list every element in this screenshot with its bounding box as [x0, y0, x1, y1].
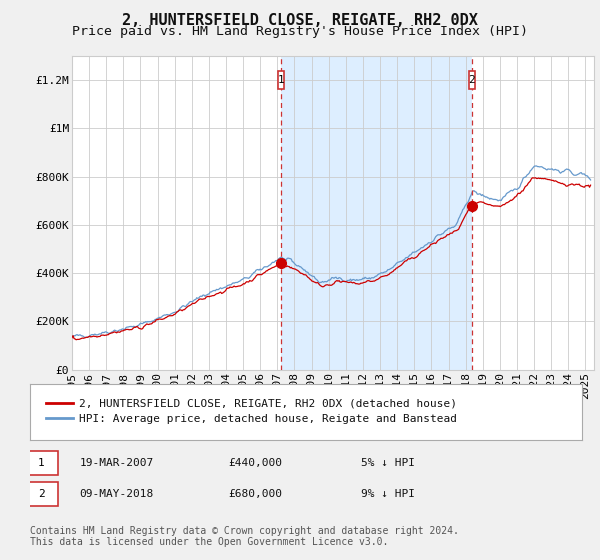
Text: 1: 1	[38, 458, 44, 468]
Text: 1: 1	[278, 75, 284, 85]
Text: 19-MAR-2007: 19-MAR-2007	[80, 458, 154, 468]
Legend: 2, HUNTERSFIELD CLOSE, REIGATE, RH2 0DX (detached house), HPI: Average price, de: 2, HUNTERSFIELD CLOSE, REIGATE, RH2 0DX …	[41, 394, 461, 429]
Bar	[281, 56, 472, 370]
Text: £680,000: £680,000	[229, 489, 283, 499]
Text: 09-MAY-2018: 09-MAY-2018	[80, 489, 154, 499]
Text: Contains HM Land Registry data © Crown copyright and database right 2024.: Contains HM Land Registry data © Crown c…	[30, 526, 459, 536]
FancyBboxPatch shape	[469, 71, 475, 89]
FancyBboxPatch shape	[25, 482, 58, 506]
Text: 2: 2	[469, 75, 475, 85]
Text: 9% ↓ HPI: 9% ↓ HPI	[361, 489, 415, 499]
Text: 5% ↓ HPI: 5% ↓ HPI	[361, 458, 415, 468]
Text: 2, HUNTERSFIELD CLOSE, REIGATE, RH2 0DX: 2, HUNTERSFIELD CLOSE, REIGATE, RH2 0DX	[122, 13, 478, 28]
Text: 2: 2	[38, 489, 44, 499]
Text: £440,000: £440,000	[229, 458, 283, 468]
Text: This data is licensed under the Open Government Licence v3.0.: This data is licensed under the Open Gov…	[30, 536, 388, 547]
FancyBboxPatch shape	[278, 71, 284, 89]
FancyBboxPatch shape	[25, 451, 58, 475]
Text: Price paid vs. HM Land Registry's House Price Index (HPI): Price paid vs. HM Land Registry's House …	[72, 25, 528, 39]
